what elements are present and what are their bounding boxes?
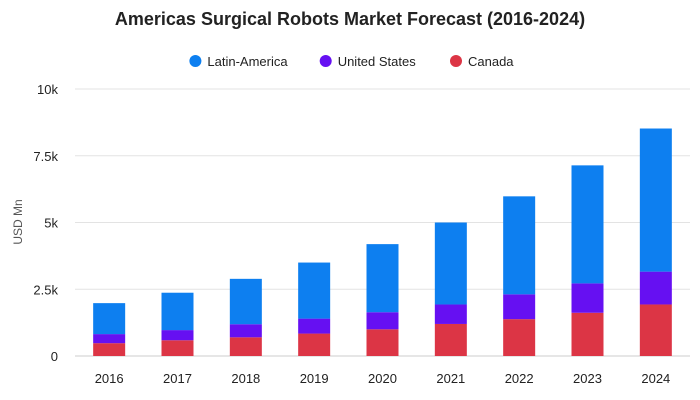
bar-canada-2020[interactable]	[366, 329, 399, 356]
x-tick-label-2021: 2021	[436, 371, 465, 386]
bar-canada-2016[interactable]	[93, 343, 126, 356]
bar-canada-2019[interactable]	[298, 333, 331, 356]
y-axis-label: USD Mn	[11, 199, 25, 244]
bar-latin-america-2016[interactable]	[93, 303, 126, 335]
bar-united-states-2021[interactable]	[434, 304, 467, 324]
bar-canada-2024[interactable]	[639, 304, 672, 356]
bar-united-states-2016[interactable]	[93, 334, 126, 344]
x-tick-label-2024: 2024	[641, 371, 670, 386]
bar-latin-america-2020[interactable]	[366, 244, 399, 313]
y-tick-label-2-5k: 2.5k	[33, 282, 58, 297]
bar-canada-2018[interactable]	[229, 337, 262, 356]
y-tick-label-10k: 10k	[37, 82, 58, 97]
x-tick-label-2023: 2023	[573, 371, 602, 386]
bar-united-states-2019[interactable]	[298, 318, 331, 334]
x-tick-label-2017: 2017	[163, 371, 192, 386]
bar-united-states-2022[interactable]	[503, 294, 536, 320]
legend-marker-united-states[interactable]	[319, 55, 332, 67]
x-tick-label-2016: 2016	[95, 371, 124, 386]
bar-canada-2022[interactable]	[503, 319, 536, 356]
bar-canada-2023[interactable]	[571, 312, 604, 356]
chart-title: Americas Surgical Robots Market Forecast…	[115, 9, 585, 29]
y-tick-label-7-5k: 7.5k	[33, 149, 58, 164]
y-tick-label-5k: 5k	[44, 216, 58, 231]
legend-label-latin-america[interactable]: Latin-America	[207, 54, 288, 69]
bar-united-states-2017[interactable]	[161, 330, 194, 341]
legend-label-canada[interactable]: Canada	[468, 54, 514, 69]
legend-label-united-states[interactable]: United States	[338, 54, 417, 69]
y-axis-ticks: 0 2.5k 5k 7.5k 10k	[33, 82, 58, 364]
legend-marker-canada[interactable]	[450, 55, 462, 67]
bar-latin-america-2022[interactable]	[503, 196, 536, 295]
bar-latin-america-2017[interactable]	[161, 292, 194, 331]
legend-marker-latin-america[interactable]	[189, 55, 202, 67]
bar-canada-2017[interactable]	[161, 340, 194, 356]
x-tick-label-2022: 2022	[505, 371, 534, 386]
legend: Latin-America United States Canada	[189, 54, 514, 69]
x-tick-label-2018: 2018	[231, 371, 260, 386]
bar-latin-america-2019[interactable]	[298, 262, 331, 319]
bar-latin-america-2024[interactable]	[639, 128, 672, 272]
bar-united-states-2024[interactable]	[639, 271, 672, 305]
bar-latin-america-2021[interactable]	[434, 222, 467, 305]
bar-latin-america-2018[interactable]	[229, 278, 262, 325]
y-tick-label-0: 0	[51, 349, 58, 364]
bar-canada-2021[interactable]	[434, 323, 467, 356]
x-tick-label-2019: 2019	[300, 371, 329, 386]
x-axis-ticks: 2016 2017 2018 2019 2020 2021 2022 2023 2024	[95, 371, 671, 386]
bar-united-states-2020[interactable]	[366, 312, 399, 330]
x-tick-label-2020: 2020	[368, 371, 397, 386]
bar-latin-america-2023[interactable]	[571, 165, 604, 284]
bar-united-states-2023[interactable]	[571, 283, 604, 313]
bars	[93, 128, 672, 356]
bar-united-states-2018[interactable]	[229, 324, 262, 338]
